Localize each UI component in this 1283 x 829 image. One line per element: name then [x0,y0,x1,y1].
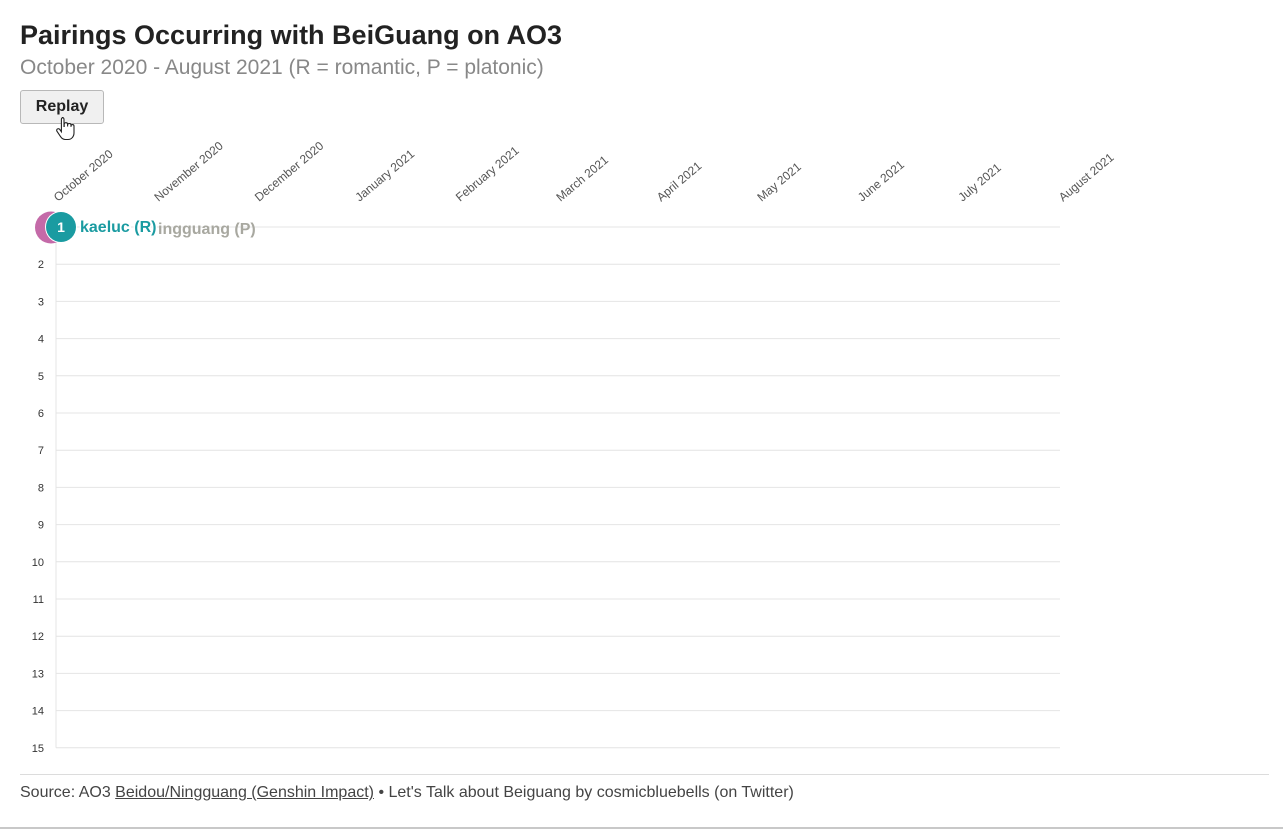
y-tick-label: 11 [33,594,44,606]
x-tick-label: October 2020 [51,147,116,205]
x-tick-label: January 2021 [352,147,417,205]
source-link[interactable]: Beidou/Ningguang (Genshin Impact) [115,784,374,801]
y-tick-label: 9 [38,520,44,532]
y-tick-label: 7 [38,445,44,457]
source-prefix: Source: AO3 [20,784,111,801]
y-tick-label: 3 [38,296,44,308]
x-tick-label: August 2021 [1056,150,1117,204]
page-title: Pairings Occurring with BeiGuang on AO3 [20,20,563,50]
x-tick-label: July 2021 [955,160,1004,204]
kaeluc-point [46,212,76,242]
rank-gridlines [56,226,1060,749]
x-tick-label: February 2021 [453,143,522,204]
x-tick-label: June 2021 [855,157,907,204]
kaeluc-rank-label: 1 [57,219,65,235]
x-tick-label: March 2021 [553,153,611,205]
kaeluc-label: kaeluc (R) [80,219,156,236]
x-tick-label: November 2020 [151,138,226,204]
y-axis: 2 3 4 5 6 7 8 9 10 11 12 13 14 15 [32,227,57,755]
series-marks: ingguang (P) 1 kaeluc (R) [35,211,256,244]
y-tick-label: 13 [32,668,44,680]
bottom-border [0,827,1283,829]
y-tick-label: 14 [32,706,44,718]
y-tick-label: 5 [38,371,44,383]
hand-cursor-icon [56,116,75,141]
x-tick-label: May 2021 [754,159,804,204]
y-tick-label: 12 [32,631,44,643]
source-note: Source: AO3 Beidou/Ningguang (Genshin Im… [20,784,794,802]
ningguang-label: ingguang (P) [158,221,256,238]
y-tick-label: 4 [38,334,44,346]
source-suffix: • Let's Talk about Beiguang by cosmicblu… [378,784,794,801]
x-axis: October 2020 November 2020 December 2020 Ja… [51,138,1117,204]
x-tick-label: December 2020 [252,138,327,204]
y-tick-label: 15 [32,743,44,755]
bump-chart: October 2020 November 2020 December 2020 Ja… [32,138,1117,755]
y-tick-label: 8 [38,482,44,494]
y-tick-label: 10 [32,557,44,569]
y-tick-label: 6 [38,408,44,420]
x-tick-label: April 2021 [654,159,705,205]
y-tick-label: 2 [38,259,44,271]
page-subtitle: October 2020 - August 2021 (R = romantic… [20,56,544,79]
footer-divider [20,774,1269,775]
